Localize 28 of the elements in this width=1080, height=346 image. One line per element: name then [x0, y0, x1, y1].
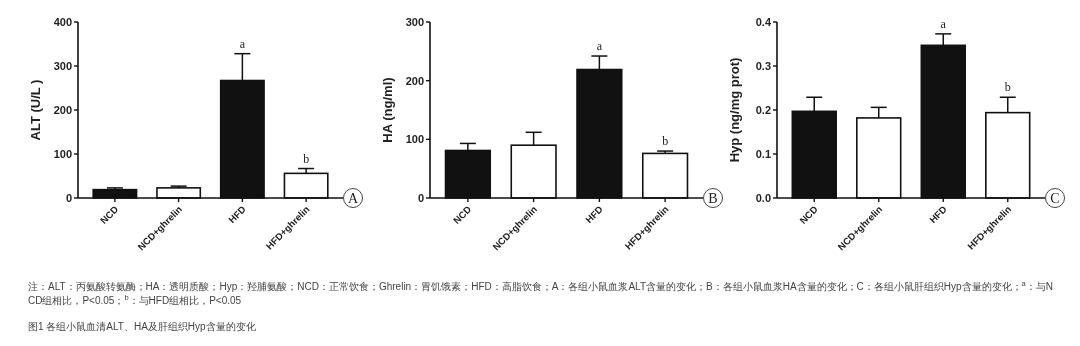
y-tick-label: 100: [405, 133, 424, 146]
y-tick-label: 100: [53, 148, 72, 160]
y-tick-label: 0.1: [755, 148, 771, 160]
panel-letter: B: [703, 188, 723, 208]
y-tick-label: 0.3: [755, 60, 771, 72]
y-tick-label: 200: [405, 74, 424, 87]
y-tick-label: 0: [417, 192, 424, 204]
y-tick-label: 400: [53, 16, 72, 28]
y-axis-title: ALT (U/L ): [28, 79, 43, 141]
y-tick-label: 0: [65, 192, 72, 204]
y-axis-title: Hyp (ng/mg prot): [727, 57, 742, 163]
panel-letter: C: [1045, 188, 1065, 208]
annotation: b: [303, 151, 310, 166]
y-axis-title: HA (ng/ml): [380, 77, 395, 143]
annotation: b: [662, 134, 669, 149]
caption: 图1 各组小鼠血清ALT、HA及肝组织Hyp含量的变化: [28, 321, 256, 332]
annotation: b: [1004, 80, 1011, 95]
text: 注：ALT：丙氨酸转氨酶；HA：透明质酸；Hyp：羟脯氨酸；NCD：正常饮食；Ghrelin：胃饥饿素；HFD：高脂饮食；A：各组小鼠血浆ALT含量的变化；B：各组小鼠血浆HA含量的变化；C：各组小鼠肝组织Hyp含量的变化；$^{a}$：与NCD组相比，P<0.05；$^{b}$：与HFD组相比，P<0.05: [28, 278, 1053, 306]
y-tick-label: 200: [53, 104, 72, 116]
y-tick-label: 0.0: [755, 192, 771, 204]
annotation: a: [239, 36, 246, 51]
panel-letter: A: [343, 188, 363, 208]
y-tick-label: 300: [405, 16, 424, 28]
annotation: a: [596, 39, 603, 54]
annotation: a: [940, 16, 947, 31]
y-tick-label: 0.4: [755, 16, 772, 28]
y-tick-label: 300: [53, 60, 72, 72]
y-tick-label: 0.2: [755, 104, 771, 116]
